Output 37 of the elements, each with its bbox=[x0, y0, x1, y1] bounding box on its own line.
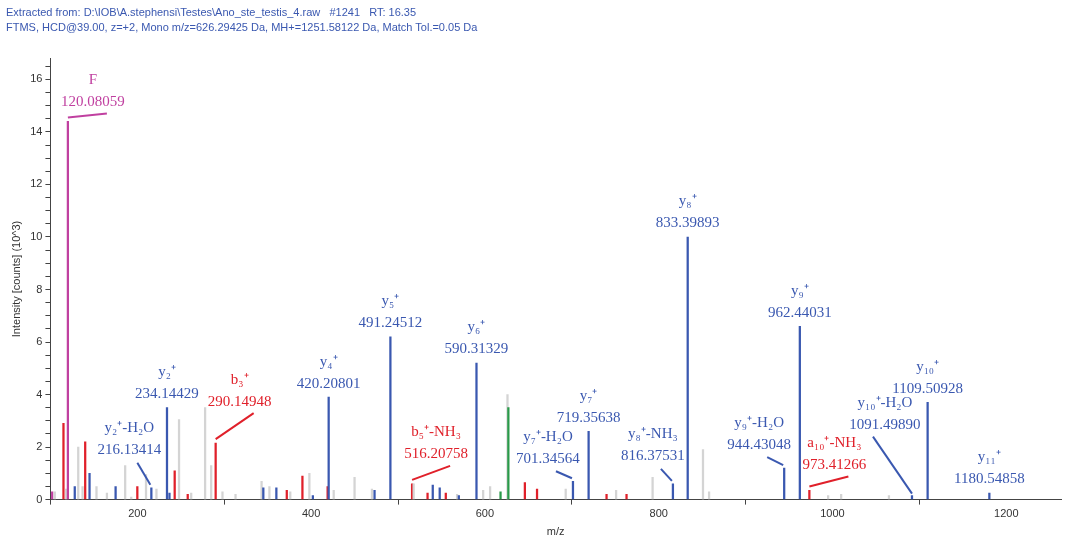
x-tick-label: 1000 bbox=[820, 507, 845, 520]
x-tick-label: 600 bbox=[475, 507, 495, 520]
annotation: y₁₀⁺-H₂O 1091.49890 bbox=[849, 394, 921, 433]
annotation: y₂⁺ 234.14429 bbox=[135, 363, 199, 402]
x-tick-label: 400 bbox=[301, 507, 321, 520]
annotation: y₇⁺-H₂O 701.34564 bbox=[516, 427, 581, 466]
annotation: y₆⁺ 590.31329 bbox=[444, 318, 509, 357]
y-tick-label: 6 bbox=[36, 335, 43, 348]
y-axis-title: Intensity [counts] (10^3) bbox=[9, 220, 22, 338]
y-tick-label: 12 bbox=[30, 177, 43, 190]
x-tick-label: 1200 bbox=[994, 507, 1019, 520]
annotation: y₉⁺ 962.44031 bbox=[767, 281, 832, 320]
annotation: y₈⁺-NH₃ 816.37531 bbox=[621, 425, 685, 464]
annotation: y₁₀⁺ 1109.50928 bbox=[892, 357, 963, 396]
annotation: F 120.08059 bbox=[61, 70, 125, 109]
annotation: y₄⁺ 420.20801 bbox=[296, 352, 361, 391]
chart-subtitle: FTMS, HCD@39.00, z=+2, Mono m/z=626.29425 Da, MH+=1251.58122 Da, Match Tol.=0.05 Da bbox=[6, 20, 479, 33]
annotation: b₃⁺ 290.14948 bbox=[207, 370, 272, 409]
x-axis-title: m/z bbox=[546, 525, 565, 538]
annotation: y₉⁺-H₂O 944.43048 bbox=[727, 413, 792, 452]
y-tick-label: 4 bbox=[36, 387, 43, 400]
y-tick-label: 16 bbox=[30, 72, 43, 85]
x-tick-label: 200 bbox=[128, 507, 147, 520]
x-tick-label: 800 bbox=[649, 507, 668, 520]
annotation: y₈⁺ 833.39893 bbox=[655, 192, 720, 231]
chart-title: Extracted from: D:\IOB\A.stephensi\Testes\Ano_ste_testis_4.raw #1241 RT: 16.35 bbox=[6, 5, 417, 18]
annotation: y₂⁺-H₂O 216.13414 bbox=[97, 419, 162, 458]
y-tick-label: 0 bbox=[36, 492, 43, 505]
annotation: a₁₀⁺-NH₃ 973.41266 bbox=[802, 433, 867, 472]
annotation: y₅⁺ 491.24512 bbox=[358, 292, 423, 331]
annotation: y₁₁⁺ 1180.54858 bbox=[954, 448, 1025, 487]
y-tick-label: 14 bbox=[30, 124, 43, 137]
y-tick-label: 10 bbox=[30, 230, 43, 243]
annotation: b₅⁺-NH₃ 516.20758 bbox=[404, 423, 468, 462]
y-tick-label: 2 bbox=[36, 440, 43, 453]
y-tick-label: 8 bbox=[36, 282, 43, 295]
annotation: y₇⁺ 719.35638 bbox=[556, 386, 621, 425]
